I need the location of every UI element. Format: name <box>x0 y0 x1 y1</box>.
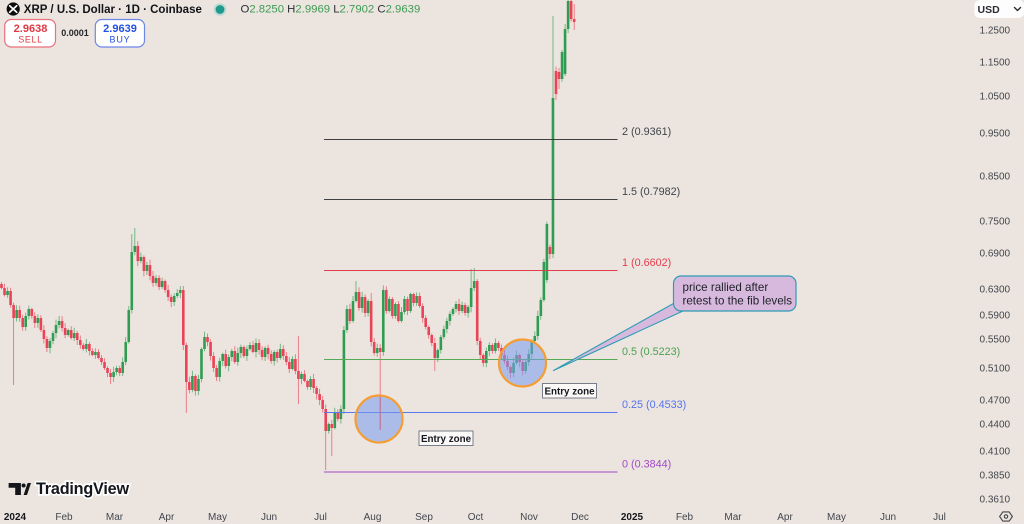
svg-text:USD: USD <box>978 4 1001 16</box>
svg-text:Entry zone: Entry zone <box>544 386 595 397</box>
svg-text:2.9638: 2.9638 <box>14 23 48 35</box>
svg-text:1.0500: 1.0500 <box>980 92 1011 103</box>
svg-text:Feb: Feb <box>676 512 694 523</box>
svg-text:2025: 2025 <box>621 512 644 523</box>
svg-text:0.5 (0.5223): 0.5 (0.5223) <box>622 346 680 358</box>
svg-text:0.8500: 0.8500 <box>980 172 1011 183</box>
svg-text:price rallied after: price rallied after <box>683 281 769 294</box>
svg-text:retest to the fib levels: retest to the fib levels <box>683 295 793 308</box>
svg-text:Oct: Oct <box>468 512 484 523</box>
svg-text:0.25 (0.4533): 0.25 (0.4533) <box>622 399 686 411</box>
svg-text:Nov: Nov <box>520 512 538 523</box>
svg-text:0 (0.3844): 0 (0.3844) <box>622 459 671 471</box>
svg-text:Jun: Jun <box>261 512 277 523</box>
svg-text:0.3610: 0.3610 <box>980 495 1011 506</box>
svg-text:Mar: Mar <box>106 512 124 523</box>
svg-text:Feb: Feb <box>55 512 73 523</box>
svg-text:1.2500: 1.2500 <box>980 26 1011 37</box>
svg-text:2.9639: 2.9639 <box>103 23 137 35</box>
svg-text:0.4100: 0.4100 <box>980 447 1011 458</box>
svg-text:0.5900: 0.5900 <box>980 311 1011 322</box>
svg-text:Jun: Jun <box>880 512 896 523</box>
svg-text:Entry zone: Entry zone <box>421 434 472 445</box>
svg-text:0.4700: 0.4700 <box>980 396 1011 407</box>
svg-text:Aug: Aug <box>364 512 382 523</box>
svg-text:0.3850: 0.3850 <box>980 471 1011 482</box>
svg-text:0.5100: 0.5100 <box>980 364 1011 375</box>
svg-text:SELL: SELL <box>18 35 42 45</box>
svg-text:0.0001: 0.0001 <box>61 28 89 38</box>
svg-text:0.4400: 0.4400 <box>980 420 1011 431</box>
svg-text:2024: 2024 <box>4 512 27 523</box>
svg-text:0.7500: 0.7500 <box>980 217 1011 228</box>
svg-text:BUY: BUY <box>110 35 131 45</box>
svg-text:1.5 (0.7982): 1.5 (0.7982) <box>622 186 680 198</box>
svg-text:Apr: Apr <box>777 512 793 523</box>
svg-text:XRP / U.S. Dollar · 1D · Coinb: XRP / U.S. Dollar · 1D · Coinbase <box>24 4 202 16</box>
svg-text:1.1500: 1.1500 <box>980 58 1011 69</box>
svg-text:1 (0.6602): 1 (0.6602) <box>622 257 671 269</box>
svg-text:0.6900: 0.6900 <box>980 249 1011 260</box>
svg-text:Jul: Jul <box>933 512 946 523</box>
svg-text:O2.8250 H2.9969 L2.7902 C2.963: O2.8250 H2.9969 L2.7902 C2.9639 <box>241 4 421 16</box>
svg-text:Mar: Mar <box>724 512 742 523</box>
svg-text:2 (0.9361): 2 (0.9361) <box>622 126 671 138</box>
svg-text:Dec: Dec <box>571 512 589 523</box>
svg-text:0.9500: 0.9500 <box>980 129 1011 140</box>
svg-text:May: May <box>208 512 227 523</box>
svg-text:Sep: Sep <box>415 512 433 523</box>
svg-text:Jul: Jul <box>314 512 327 523</box>
svg-text:May: May <box>827 512 846 523</box>
svg-text:0.6300: 0.6300 <box>980 285 1011 296</box>
svg-text:Apr: Apr <box>159 512 175 523</box>
svg-text:TradingView: TradingView <box>36 480 129 498</box>
svg-text:0.5500: 0.5500 <box>980 335 1011 346</box>
